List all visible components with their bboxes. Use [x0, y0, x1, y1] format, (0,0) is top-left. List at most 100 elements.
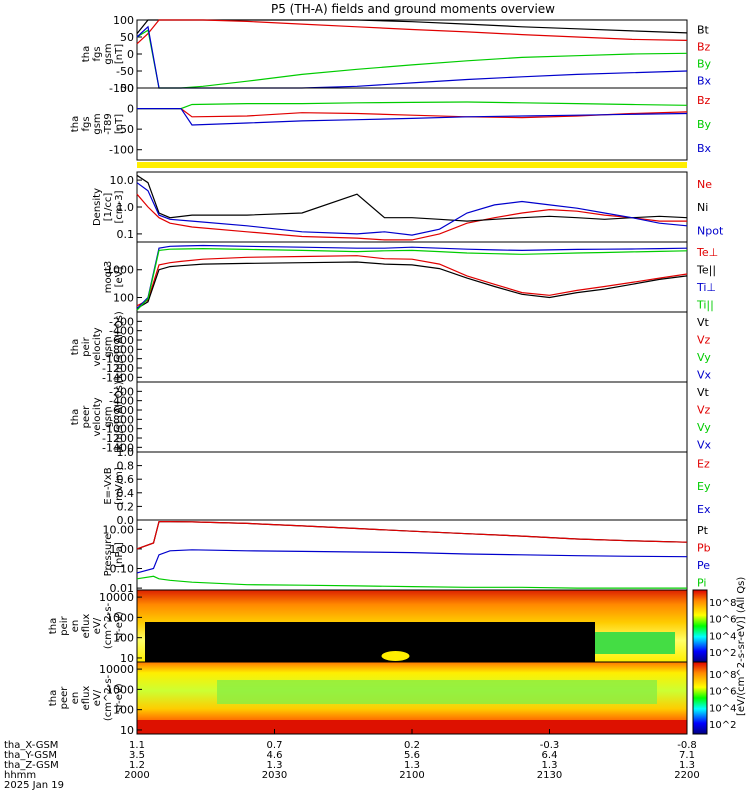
series-line-pi [136, 575, 687, 589]
x-tick-label: 1.3 [542, 760, 558, 771]
y-axis-label-line: Pressure [103, 534, 114, 577]
panel-frame [136, 451, 688, 521]
y-tick-label: 0.0 [117, 514, 135, 527]
y-tick-label: -600 [109, 334, 134, 347]
legend-entry: Bx [697, 142, 712, 155]
legend-entry: Bx [697, 75, 712, 88]
quality-flag-bar [137, 162, 687, 168]
plot-title: P5 (TH-A) fields and ground moments over… [271, 2, 555, 16]
y-tick-label: -1000 [102, 423, 134, 436]
legend-entry: Ne [697, 178, 712, 191]
y-axis-label-line: gsm [92, 113, 103, 134]
colorbar [692, 589, 708, 663]
y-tick-label: 0.8 [117, 460, 135, 473]
series-line-pe [136, 549, 688, 574]
y-axis-label-line: E=-VxB [103, 467, 114, 504]
colorbar-label: [eV/(cm^2-s-sr-eV)] (All Qs) [736, 577, 747, 716]
series-line-te [136, 261, 688, 310]
legend-entry: Te⊥ [696, 246, 718, 259]
panel-frame [136, 87, 688, 161]
y-tick-label: 1.0 [117, 446, 135, 459]
panel-frame [136, 519, 688, 591]
x-axis-row-label: tha_X-GSM [4, 740, 58, 751]
series-line-bz [136, 19, 688, 45]
y-tick-label: 0.2 [117, 500, 135, 513]
x-tick-label: 1.3 [679, 760, 695, 771]
y-axis-label-line: sr-eV) [114, 683, 125, 712]
y-tick-label: 100 [113, 291, 134, 304]
legend-entry: Npot [697, 224, 724, 237]
spectrogram-green-band [217, 680, 657, 704]
y-tick-label: 0 [127, 48, 134, 61]
x-axis-row-label: tha_Z-GSM [4, 760, 59, 771]
colorbar-tick-label: 10^6 [709, 687, 736, 698]
x-tick-label: 2130 [537, 770, 562, 781]
y-axis-label-line: [cm-3] [114, 190, 125, 223]
y-tick-label: 100 [113, 632, 134, 645]
y-axis-label-line: gsm [103, 43, 114, 64]
series-line-ni [136, 174, 688, 222]
legend-entry: By [697, 118, 712, 131]
y-axis-label-line: sr-eV) [114, 611, 125, 640]
y-axis-label-line: peer [81, 405, 92, 429]
y-tick-label: 1000 [106, 683, 134, 696]
x-tick-label: 3.5 [129, 750, 145, 761]
spectrogram-low-flux-region [145, 622, 595, 662]
y-tick-label: 100 [113, 14, 134, 27]
y-axis-label: Density[1/cc][cm-3] [92, 188, 125, 226]
y-tick-label: -50 [116, 123, 134, 136]
y-tick-label: 10.0 [110, 174, 135, 187]
panel-frame [136, 171, 688, 243]
y-tick-label: 50 [120, 82, 134, 95]
colorbar-tick-label: 10^6 [709, 615, 736, 626]
series-line-pb [136, 520, 688, 550]
y-axis-label-line: [km/s] (All Qs) [114, 311, 125, 383]
y-tick-label: 10000 [99, 663, 134, 676]
y-axis-label-line: tha [70, 116, 81, 132]
y-axis-label-line: en [70, 692, 81, 705]
y-tick-label: 10000 [99, 591, 134, 604]
y-tick-label: 100 [113, 704, 134, 717]
panel-10: 10000 1000 100 10 thapeerenefluxeV/(cm^2-s-s… [48, 661, 736, 737]
y-tick-label: 0 [127, 103, 134, 116]
legend-entry: Vy [697, 421, 711, 434]
legend-entry: Ti|| [696, 298, 714, 311]
y-axis-label-line: Density [92, 188, 103, 226]
legend-entry: Te|| [696, 263, 716, 276]
y-tick-label: 1000 [106, 264, 134, 277]
y-axis-label-line: tha [81, 46, 92, 62]
x-tick-label: 2100 [399, 770, 424, 781]
y-axis-label-line: eflux [81, 686, 92, 711]
legend-entry: Pe [697, 559, 710, 572]
panel-5: -200-400-600-800-1000-1200-1400thapeirve… [70, 311, 712, 384]
y-axis-label-line: [1/cc] [103, 193, 114, 222]
y-axis-label: moqt3[eV] [103, 261, 125, 294]
x-tick-label: -0.3 [540, 740, 560, 751]
legend-entry: Ni [697, 201, 708, 214]
legend-entry: Vy [697, 351, 711, 364]
series-line-te [136, 255, 688, 307]
y-tick-label: 0.1 [117, 228, 135, 241]
y-tick-label: 10.00 [103, 523, 135, 536]
y-tick-label: -50 [116, 65, 134, 78]
x-axis-date: 2025 Jan 19 [4, 780, 64, 791]
legend-entry: Ex [697, 503, 711, 516]
spectrogram-green-region [595, 632, 675, 654]
colorbar-tick-label: 10^4 [709, 703, 736, 714]
y-axis-label-line: tha [70, 409, 81, 425]
y-tick-label: -800 [109, 343, 134, 356]
y-axis-label-line: [mV/m] [114, 467, 125, 505]
panels: 100500-50-100thafgsgsm[nT]BtBzByBx500-50… [48, 14, 747, 737]
colorbar [692, 661, 708, 735]
y-axis-label-line: [nT] [114, 44, 125, 64]
y-tick-label: 0.10 [110, 563, 135, 576]
legend-entry: Bz [697, 94, 711, 107]
colorbar-tick-label: 10^4 [709, 631, 736, 642]
panel-frame [136, 381, 688, 453]
y-axis-label: thafgsgsm[nT] [81, 43, 125, 64]
legend-entry: Pb [697, 541, 711, 554]
panel-frame [136, 311, 688, 383]
y-axis-label: thapeirenefluxeV/(cm^2-s-sr-eV) [48, 602, 125, 649]
